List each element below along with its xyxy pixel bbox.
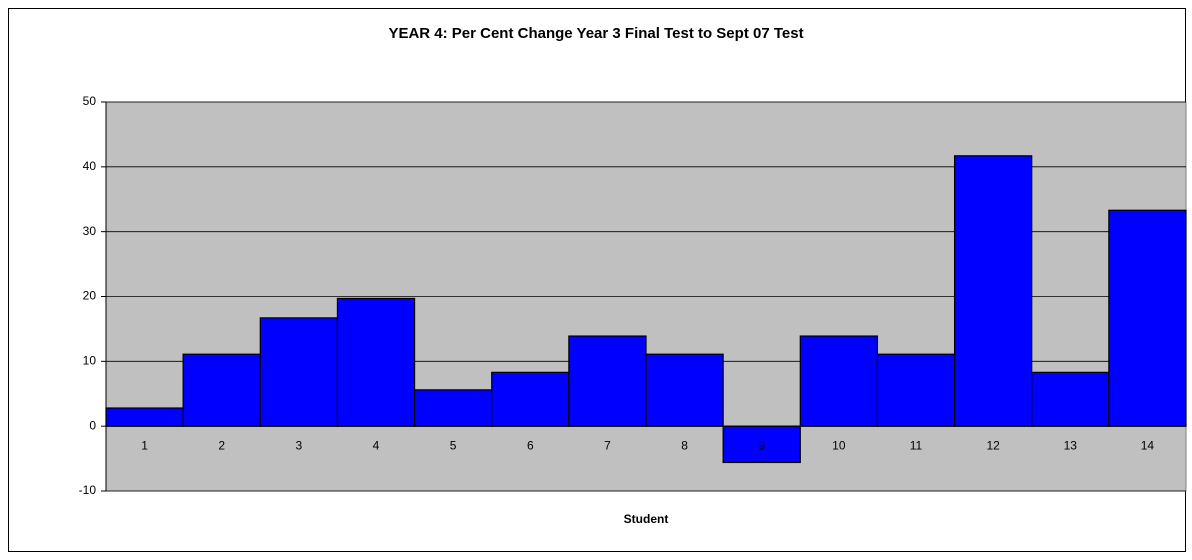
bar xyxy=(876,353,956,427)
x-tick-label: 5 xyxy=(450,438,457,452)
chart-title: YEAR 4: Per Cent Change Year 3 Final Tes… xyxy=(388,25,803,42)
bar xyxy=(1108,209,1187,427)
x-tick-label: 9 xyxy=(758,438,765,452)
x-tick-label: 13 xyxy=(1064,438,1078,452)
y-tick-label: 50 xyxy=(83,94,97,108)
y-tick-label: 20 xyxy=(83,289,97,303)
bar xyxy=(182,353,261,427)
bar xyxy=(259,317,339,427)
bar xyxy=(105,407,184,427)
y-tick-label: 30 xyxy=(83,224,97,238)
x-tick-label: 1 xyxy=(141,438,148,452)
x-tick-label: 4 xyxy=(373,438,380,452)
x-tick-label: 3 xyxy=(296,438,303,452)
y-tick-label: 40 xyxy=(83,159,97,173)
x-tick-label: 11 xyxy=(910,438,923,452)
x-axis-title: Student xyxy=(624,512,669,526)
x-tick-label: 6 xyxy=(527,438,534,452)
x-tick-label: 8 xyxy=(681,438,688,452)
bar xyxy=(491,371,570,427)
bar xyxy=(953,155,1033,427)
x-tick-label: 12 xyxy=(986,438,1000,452)
bar xyxy=(722,425,801,464)
bar xyxy=(336,297,416,427)
bar xyxy=(413,389,493,427)
y-tick-label: 0 xyxy=(89,418,96,432)
y-tick-label: -10 xyxy=(79,483,97,497)
x-tick-label: 2 xyxy=(218,438,225,452)
bar xyxy=(1031,371,1110,427)
bar xyxy=(799,335,879,427)
bar xyxy=(568,335,647,427)
bar xyxy=(645,353,724,427)
x-tick-label: 14 xyxy=(1141,438,1155,452)
x-tick-label: 7 xyxy=(604,438,611,452)
y-tick-label: 10 xyxy=(83,354,97,368)
x-tick-label: 10 xyxy=(832,438,846,452)
